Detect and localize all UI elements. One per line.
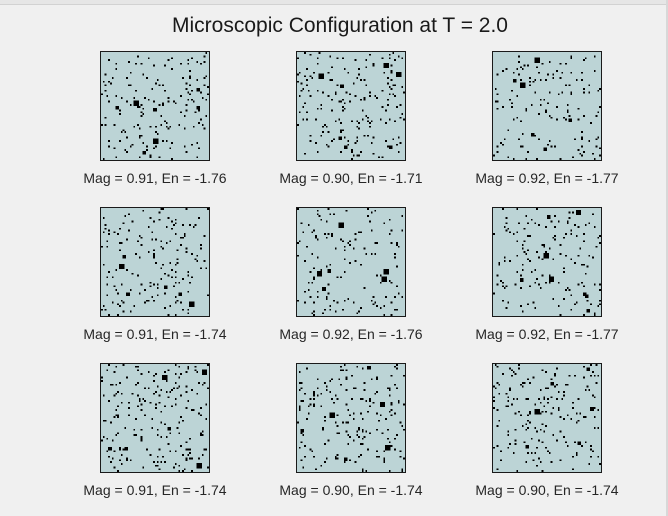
down-spin-sites xyxy=(297,208,404,316)
down-spin-sites xyxy=(101,364,209,472)
figure-title: Microscopic Configuration at T = 2.0 xyxy=(172,14,508,37)
window-top-strip xyxy=(0,0,668,5)
spin-lattice-image xyxy=(296,51,406,161)
down-spin-sites xyxy=(493,364,601,472)
spin-lattice-image xyxy=(100,363,210,473)
spin-lattice-image xyxy=(296,363,406,473)
down-spin-sites xyxy=(297,52,405,160)
subplot-panel: Mag = 0.91, En = -1.76 xyxy=(60,51,240,201)
subplot-panel: Mag = 0.91, En = -1.74 xyxy=(60,363,240,513)
down-spin-sites xyxy=(101,52,209,160)
subplot-panel: Mag = 0.90, En = -1.74 xyxy=(256,363,436,513)
subplot-panel: Mag = 0.92, En = -1.77 xyxy=(452,51,632,201)
subplot-panel: Mag = 0.90, En = -1.74 xyxy=(452,363,632,513)
panel-caption: Mag = 0.90, En = -1.74 xyxy=(475,482,619,498)
spin-lattice-image xyxy=(492,207,602,317)
subplot-panel: Mag = 0.92, En = -1.76 xyxy=(256,207,436,357)
down-spin-sites xyxy=(493,55,601,160)
spin-lattice-image xyxy=(492,363,602,473)
panel-caption: Mag = 0.90, En = -1.71 xyxy=(279,170,423,186)
panel-caption: Mag = 0.91, En = -1.76 xyxy=(83,170,227,186)
subplot-panel: Mag = 0.92, En = -1.77 xyxy=(452,207,632,357)
panel-caption: Mag = 0.90, En = -1.74 xyxy=(279,482,423,498)
panel-caption: Mag = 0.92, En = -1.77 xyxy=(475,326,619,342)
down-spin-sites xyxy=(101,208,209,316)
panel-caption: Mag = 0.92, En = -1.76 xyxy=(279,326,423,342)
panel-caption: Mag = 0.91, En = -1.74 xyxy=(83,482,227,498)
window-right-edge xyxy=(666,0,668,516)
panel-caption: Mag = 0.92, En = -1.77 xyxy=(475,170,619,186)
subplot-panel: Mag = 0.90, En = -1.71 xyxy=(256,51,436,201)
spin-lattice-image xyxy=(100,207,210,317)
subplot-panel: Mag = 0.91, En = -1.74 xyxy=(60,207,240,357)
spin-lattice-image xyxy=(296,207,406,317)
spin-lattice-image xyxy=(100,51,210,161)
panel-caption: Mag = 0.91, En = -1.74 xyxy=(83,326,227,342)
down-spin-sites xyxy=(297,364,405,472)
down-spin-sites xyxy=(493,208,601,316)
spin-lattice-image xyxy=(492,51,602,161)
